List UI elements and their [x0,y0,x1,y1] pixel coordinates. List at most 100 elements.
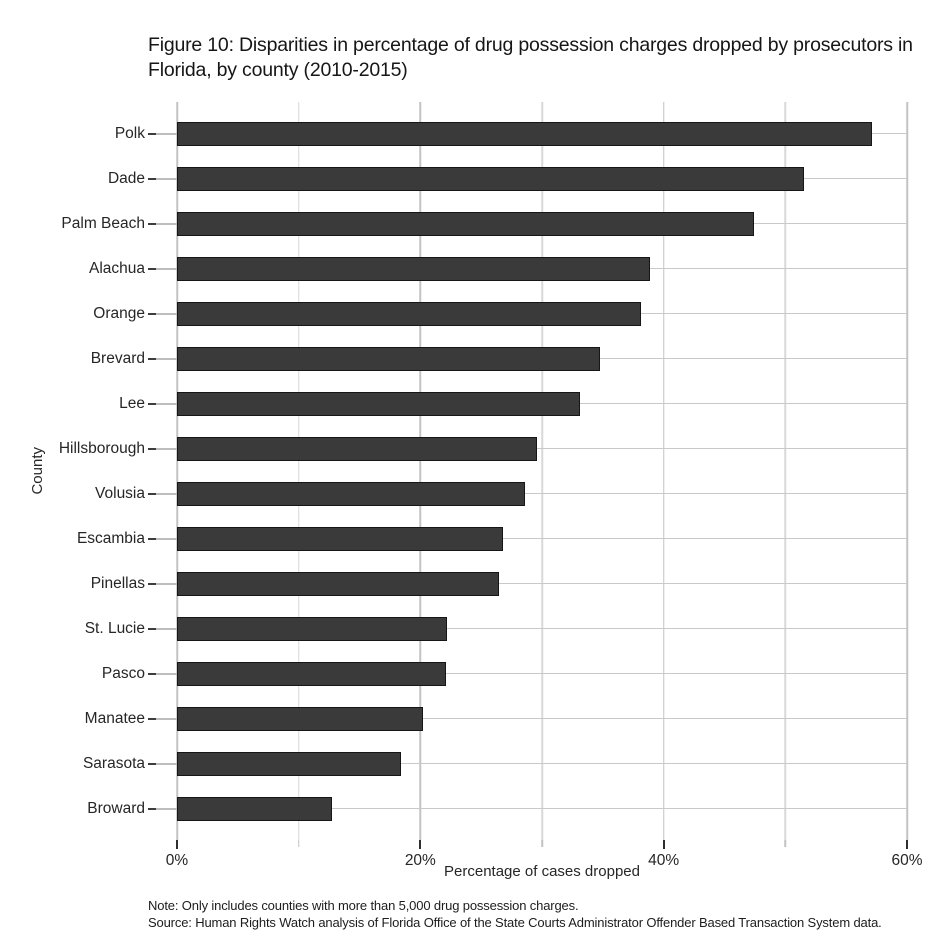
county-label-st-lucie: St. Lucie [84,619,145,637]
y-tick-broward [148,807,177,810]
source-text: Source: Human Rights Watch analysis of F… [148,915,882,930]
bar-dade [177,166,804,191]
y-tick-orange [148,312,177,315]
bar-escambia [177,526,504,551]
plot-panel: Polk Dade Palm Beach Alachua Orange Brevard Le… [59,102,908,840]
x-major-tick-60 [906,840,908,849]
x-major-tick-40 [662,840,665,849]
gridline-x-10 [297,102,300,840]
bar-sarasota [177,751,401,776]
bar-row-palm-beach: Palm Beach [61,201,907,246]
gridline-y-pasco [177,672,907,674]
y-tick-st-lucie [148,627,177,630]
gridline-y-volusia [177,492,907,494]
bar-row-pasco: Pasco [102,651,907,696]
county-label-palm-beach: Palm Beach [61,214,145,232]
gridline-x-40 [662,102,665,840]
y-tick-alachua [148,267,177,270]
bar-polk [177,121,872,146]
x-tick-label-20: 20% [404,852,436,869]
bar-row-escambia: Escambia [77,516,907,561]
county-label-brevard: Brevard [90,349,145,367]
y-tick-dade [148,177,177,180]
bar-row-manatee: Manatee [85,696,907,741]
bar-rows: Polk Dade Palm Beach Alachua Orange Brevard Le… [59,111,907,831]
bar-row-st-lucie: St. Lucie [85,606,907,651]
gridline-x-30 [541,102,543,840]
bar-pasco [177,661,446,686]
bar-row-broward: Broward [87,786,907,831]
gridline-x-50 [784,102,787,840]
gridline-y-st-lucie [177,627,907,629]
x-minor-tick-50 [784,840,787,847]
bar-row-polk: Polk [115,111,907,156]
y-tick-hillsborough [148,447,177,450]
x-tick-label-40: 40% [648,852,680,869]
y-tick-volusia [148,492,177,495]
bar-row-hillsborough: Hillsborough [59,426,907,471]
gridline-x-60 [906,102,908,840]
gridline-y-hillsborough [177,447,907,449]
gridline-y-pinellas [177,582,907,584]
bar-row-orange: Orange [93,291,907,336]
bar-row-alachua: Alachua [89,246,907,291]
county-label-escambia: Escambia [76,529,145,547]
bar-row-lee: Lee [119,381,907,426]
y-tick-lee [148,402,177,405]
y-tick-escambia [148,537,177,540]
bar-lee [177,391,580,416]
county-label-polk: Polk [114,124,145,142]
y-tick-sarasota [148,762,177,765]
county-label-lee: Lee [119,394,145,412]
y-tick-polk [148,132,177,135]
county-label-pinellas: Pinellas [90,574,145,592]
x-tick-label-60: 60% [891,852,923,869]
county-label-manatee: Manatee [84,709,145,727]
county-label-pasco: Pasco [101,664,145,682]
y-tick-palm-beach [148,222,177,225]
x-major-tick-0 [176,840,178,849]
bar-row-dade: Dade [108,156,907,201]
y-tick-pasco [148,672,177,675]
gridline-x-0 [176,102,178,840]
x-minor-tick-30 [541,840,543,847]
bar-pinellas [177,571,500,596]
bar-palm-beach [177,211,754,236]
y-axis-title: County [27,102,47,840]
county-label-dade: Dade [107,169,145,187]
y-tick-manatee [148,717,177,720]
bar-orange [177,301,641,326]
bar-manatee [177,706,423,731]
bar-st-lucie [177,616,448,641]
x-major-tick-20 [419,840,422,849]
x-axis-title: Percentage of cases dropped [444,863,640,880]
y-axis-title-text: County [28,447,46,495]
x-minor-tick-10 [297,840,300,847]
gridline-y-sarasota [177,762,907,764]
bar-broward [177,796,332,821]
x-tick-label-0: 0% [165,852,189,869]
county-label-sarasota: Sarasota [82,754,145,772]
bar-row-sarasota: Sarasota [83,741,907,786]
gridline-y-manatee [177,717,907,719]
x-axis: 0% 20% 40% 60% [166,840,923,880]
note-text: Note: Only includes counties with more t… [148,898,579,913]
y-tick-brevard [148,357,177,360]
county-label-alachua: Alachua [88,259,145,277]
county-label-broward: Broward [87,799,145,817]
gridline-y-escambia [177,537,907,539]
bar-row-volusia: Volusia [95,471,907,516]
bar-row-pinellas: Pinellas [91,561,907,606]
y-tick-pinellas [148,582,177,585]
bar-volusia [177,481,525,506]
gridline-y-broward [177,807,907,809]
bar-brevard [177,346,601,371]
county-label-hillsborough: Hillsborough [58,439,145,457]
county-label-volusia: Volusia [95,484,145,502]
bar-hillsborough [177,436,538,461]
county-label-orange: Orange [93,304,145,322]
bar-alachua [177,256,651,281]
figure-title: Figure 10: Disparities in percentage of … [148,34,913,81]
gridline-x-20 [419,102,422,840]
